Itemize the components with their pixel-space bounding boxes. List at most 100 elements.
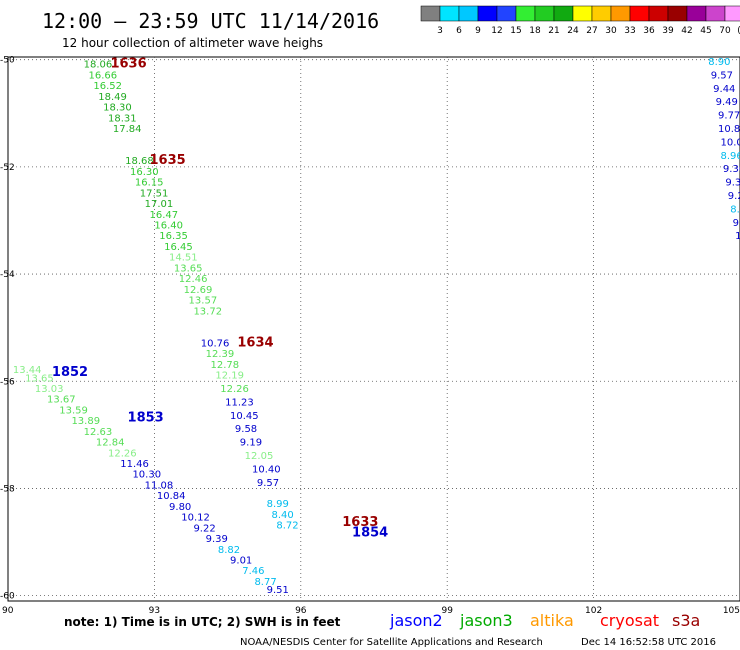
scale-label: 6 [456,26,462,36]
lon-tick-label: 105 [723,606,740,616]
wave-height-value: 12.84 [96,438,125,449]
wave-height-value: 16.30 [130,167,159,178]
pass-number: 1852 [52,365,88,380]
wave-height-value: 13.65 [174,263,203,274]
scale-swatch [572,5,593,22]
wave-height-value: 16.40 [154,221,183,232]
lat-tick-label: -56 [0,377,15,387]
scale-swatch [553,5,574,22]
wave-height-value: 9.39 [206,534,228,545]
pass-number: 1853 [128,410,164,425]
wave-height-value: 16.52 [93,81,122,92]
wave-height-value: 9.80 [169,502,191,513]
map-grid [8,57,740,601]
wave-height-value: 10.83 [718,124,740,135]
legend-cryosat: cryosat [600,611,659,630]
wave-height-value: 9.58 [235,424,257,435]
wave-height-value: 10.45 [230,411,259,422]
wave-height-value: 12.19 [215,371,244,382]
wave-height-value: 8.72 [276,521,298,532]
wave-height-value: 10.84 [157,491,186,502]
wave-height-value: 18.68 [125,156,154,167]
wave-height-value: 17.84 [113,124,142,135]
wave-height-value: 13.44 [13,365,42,376]
lat-tick-label: -50 [0,56,15,66]
wave-height-value: 18.31 [108,113,137,124]
scale-label: 24 [567,26,579,36]
wave-height-value: 13.67 [47,395,76,406]
page-title: 12:00 – 23:59 UTC 11/14/2016 [42,9,379,33]
scale-swatch [420,5,441,22]
wave-height-value: 13.57 [189,296,218,307]
scale-swatch [705,5,726,22]
wave-height-value: 9.77 [718,111,740,122]
legend-s3a: s3a [672,611,700,630]
scale-swatch [591,5,612,22]
wave-height-value: 9.51 [267,585,289,596]
scale-swatch [515,5,536,22]
scale-label: 9 [475,26,481,36]
lat-tick-label: -52 [0,163,15,173]
pass-number: 1633 [342,515,378,530]
wave-height-value: 7.46 [242,566,264,577]
wave-height-value: 11.08 [145,480,174,491]
legend-jason3: jason3 [459,611,513,630]
axis-ticks: 90 93 96 99 102 105 -50 -52 -54 -56 -58 -60 [0,56,740,616]
scale-swatch [724,5,740,22]
wave-height-value: 8.77 [254,577,276,588]
lon-tick-label: 90 [2,606,14,616]
wave-height-value: 10.40 [252,464,281,475]
wave-height-value: 13.72 [193,306,222,317]
pass-number: 1634 [237,335,273,350]
wave-height-value: 12.39 [206,349,235,360]
scale-label: 30 [605,26,617,36]
scale-label: 18 [529,26,541,36]
wave-height-value: 8.40 [272,510,294,521]
wave-height-value: 16.15 [135,178,164,189]
scale-swatch [667,5,688,22]
wave-height-value: 13.59 [59,405,88,416]
wave-height-value: 10.05 [720,137,740,148]
wave-height-value: 8.99 [267,499,289,510]
scale-swatch [629,5,650,22]
scale-label: 45 [700,26,711,36]
scale-swatch [477,5,498,22]
wave-height-value: 9.49 [716,97,738,108]
wave-height-value: 12.69 [184,285,213,296]
wave-height-value: 16.47 [150,210,179,221]
lon-tick-label: 102 [585,606,602,616]
scale-label: 21 [548,26,559,36]
wave-height-value: 9.36 [723,164,740,175]
wave-height-value: 9.44 [713,84,735,95]
page-subtitle: 12 hour collection of altimeter wave hei… [62,36,323,50]
wave-height-value: 16.45 [164,242,193,253]
wave-height-value: 8.96 [720,151,740,162]
scale-label: 12 [491,26,502,36]
footer-timestamp: Dec 14 16:52:58 UTC 2016 [581,637,716,648]
lat-tick-label: -58 [0,484,15,494]
wave-height-value: 11.46 [120,459,149,470]
wave-height-value: 14.51 [169,253,198,264]
lon-tick-label: 93 [149,606,160,616]
wave-height-value: 16.66 [89,70,118,81]
lat-tick-label: -54 [0,270,15,280]
wave-height-value: 13.65 [25,373,54,384]
wave-height-value: 10.12 [181,513,210,524]
scale-swatch [686,5,707,22]
scale-swatch [458,5,479,22]
scale-label: 33 [624,26,635,36]
wave-height-value: 13.89 [71,416,100,427]
scale-swatch [610,5,631,22]
wave-height-value: 11.23 [225,397,254,408]
wave-height-value: 16.35 [159,231,188,242]
pass-number: 1854 [352,526,388,541]
wave-height-value: 8.69 [730,204,740,215]
wave-height-value: 17.51 [140,188,169,199]
scale-swatch [534,5,555,22]
wave-height-value: 12.46 [179,274,208,285]
wave-height-value: 12.26 [220,384,249,395]
wave-height-value: 9.22 [193,523,215,534]
wave-height-value: 17.01 [145,199,174,210]
